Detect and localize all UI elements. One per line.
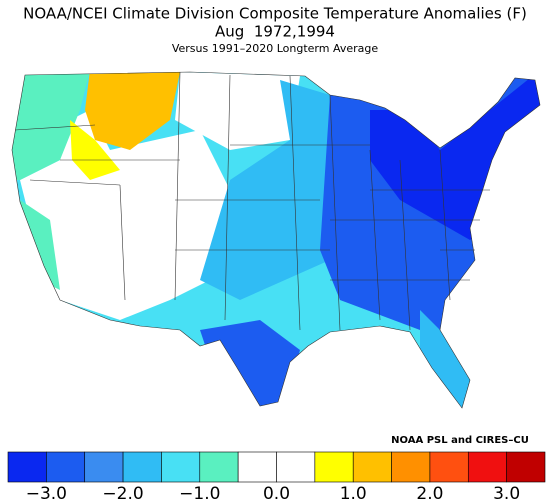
colorbar-box [391, 451, 431, 483]
division-lines [11, 71, 541, 409]
colorbar-box [276, 451, 316, 483]
colorbar-tick-label: 1.0 [340, 484, 367, 504]
title: NOAA/NCEI Climate Division Composite Tem… [23, 5, 527, 23]
colorbar-box [314, 451, 354, 483]
colorbar-box [46, 451, 86, 483]
colorbar-tick-label: −3.0 [26, 484, 67, 504]
colorbar-tick-label: 2.0 [416, 484, 443, 504]
subtitle: Aug 1972,1994 [215, 23, 335, 41]
colorbar-box [7, 451, 47, 483]
colorbar: −3.0 −2.0 −1.0 0.0 1.0 2.0 3.0 [7, 451, 546, 504]
note: Versus 1991–2020 Longterm Average [172, 42, 379, 55]
colorbar-box [84, 451, 124, 483]
colorbar-tick-label: 0.0 [263, 484, 290, 504]
colorbar-box [237, 451, 277, 483]
credit: NOAA PSL and CIRES–CU [391, 435, 529, 446]
colorbar-tick-label: 3.0 [493, 484, 520, 504]
colorbar-tick-label: −1.0 [179, 484, 220, 504]
colorbar-box [122, 451, 162, 483]
colorbar-box [429, 451, 469, 483]
colorbar-box [506, 451, 546, 483]
colorbar-box [161, 451, 201, 483]
colorbar-box [352, 451, 392, 483]
colorbar-box [199, 451, 239, 483]
colorbar-box [467, 451, 507, 483]
colorbar-tick-label: −2.0 [102, 484, 143, 504]
map [12, 72, 540, 408]
